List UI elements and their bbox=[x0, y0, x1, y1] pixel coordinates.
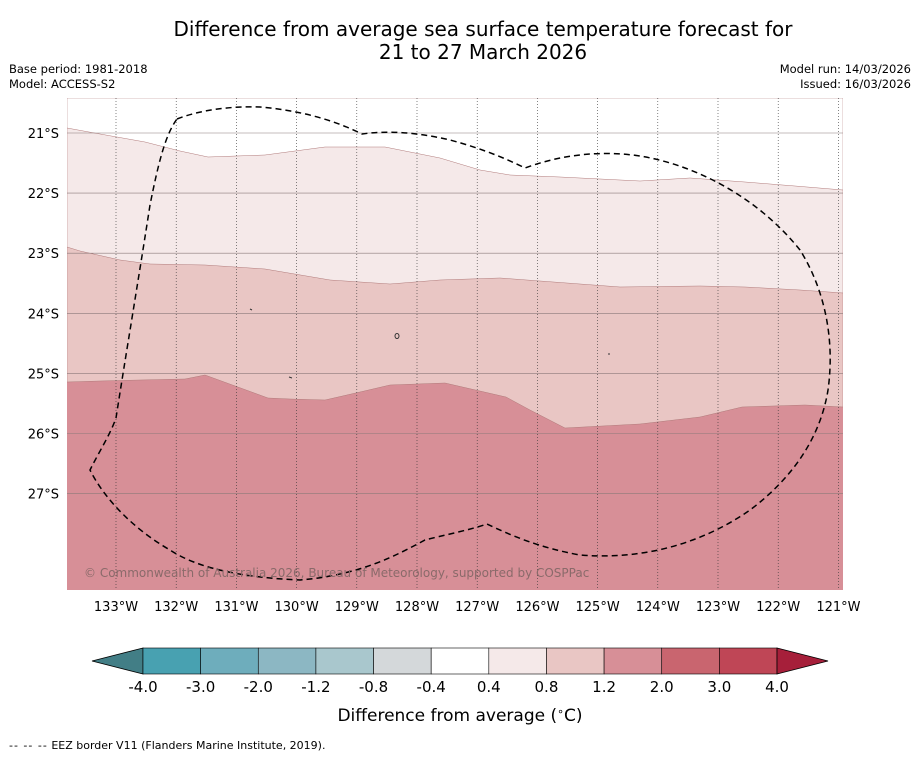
colorbar-tick-label: -2.0 bbox=[244, 678, 273, 696]
contour-speck bbox=[394, 333, 400, 339]
meta-left: Base period: 1981-2018 Model: ACCESS-S2 bbox=[9, 62, 148, 92]
chart-title: Difference from average sea surface temp… bbox=[0, 18, 919, 64]
x-tick-label: 128°W bbox=[395, 600, 439, 615]
title-line-2: 21 to 27 March 2026 bbox=[378, 40, 588, 64]
colorbar-over-arrow bbox=[776, 647, 829, 675]
colorbar-segment bbox=[257, 647, 317, 675]
x-tick-label: 122°W bbox=[756, 600, 800, 615]
gridlines bbox=[67, 98, 843, 590]
colorbar-tick-label: 4.0 bbox=[765, 678, 789, 696]
colorbar-tick-label: -0.8 bbox=[359, 678, 388, 696]
colorbar-segment bbox=[488, 647, 547, 675]
footer-text: EEZ border V11 (Flanders Marine Institut… bbox=[51, 739, 326, 752]
x-tick-label: 123°W bbox=[696, 600, 740, 615]
x-axis-ticks: 133°W 132°W 131°W 130°W 129°W 128°W 127°W 126°W… bbox=[94, 600, 861, 615]
colorbar-under-arrow bbox=[91, 647, 144, 675]
y-tick-label: 27°S bbox=[28, 488, 59, 503]
contour-speck bbox=[249, 308, 253, 311]
colorbar-segment bbox=[315, 647, 374, 675]
x-tick-label: 131°W bbox=[214, 600, 258, 615]
x-tick-label: 125°W bbox=[576, 600, 620, 615]
x-tick-label: 133°W bbox=[94, 600, 138, 615]
y-tick-label: 22°S bbox=[28, 187, 59, 202]
x-tick-label: 129°W bbox=[335, 600, 379, 615]
colorbar-tick-label: 3.0 bbox=[707, 678, 731, 696]
model-name: Model: ACCESS-S2 bbox=[9, 77, 116, 91]
y-tick-label: 26°S bbox=[28, 428, 59, 443]
issued-date: Issued: 16/03/2026 bbox=[800, 77, 911, 91]
x-tick-label: 132°W bbox=[154, 600, 198, 615]
colorbar-segment bbox=[546, 647, 605, 675]
colorbar-tick-label: 2.0 bbox=[650, 678, 674, 696]
colorbar-tick-label: -1.2 bbox=[301, 678, 330, 696]
y-axis-ticks: 21°S 22°S 23°S 24°S 25°S 26°S 27°S bbox=[28, 127, 59, 503]
colorbar-segment bbox=[200, 647, 259, 675]
base-period: Base period: 1981-2018 bbox=[9, 62, 148, 76]
colorbar-segment bbox=[603, 647, 663, 675]
colorbar-tick-label: -3.0 bbox=[186, 678, 215, 696]
copyright-notice: © Commonwealth of Australia 2026, Bureau… bbox=[84, 566, 589, 580]
eez-border bbox=[89, 106, 831, 581]
footer-dash: -- -- -- bbox=[9, 739, 48, 752]
colorbar-tick-label: 0.8 bbox=[535, 678, 559, 696]
title-line-1: Difference from average sea surface temp… bbox=[173, 17, 793, 41]
y-tick-label: 24°S bbox=[28, 307, 59, 322]
colorbar: -4.0 -3.0 -2.0 -1.2 -0.8 -0.4 0.4 0.8 1.2 2.0 3.0 4… bbox=[91, 647, 829, 696]
contour-speck bbox=[288, 376, 293, 379]
x-tick-label: 126°W bbox=[515, 600, 559, 615]
y-tick-label: 21°S bbox=[28, 127, 59, 142]
colorbar-segment bbox=[373, 647, 432, 675]
band-neutral bbox=[67, 98, 843, 191]
x-tick-label: 124°W bbox=[636, 600, 680, 615]
footer-note: -- -- -- EEZ border V11 (Flanders Marine… bbox=[9, 739, 325, 752]
colorbar-segment bbox=[142, 647, 201, 675]
x-tick-label: 121°W bbox=[816, 600, 860, 615]
model-run: Model run: 14/03/2026 bbox=[779, 62, 911, 76]
colorbar-segment bbox=[719, 647, 778, 675]
colorbar-label: Difference from average (∘C) bbox=[337, 705, 582, 726]
colorbar-tick-label: 1.2 bbox=[592, 678, 616, 696]
x-tick-label: 127°W bbox=[455, 600, 499, 615]
y-tick-label: 25°S bbox=[28, 367, 59, 382]
meta-right: Model run: 14/03/2026 Issued: 16/03/2026 bbox=[780, 62, 911, 92]
colorbar-tick-label: -0.4 bbox=[417, 678, 446, 696]
colorbar-segment bbox=[661, 647, 720, 675]
colorbar-tick-label: -4.0 bbox=[128, 678, 157, 696]
colorbar-segment bbox=[430, 647, 490, 675]
colorbar-tick-label: 0.4 bbox=[477, 678, 501, 696]
x-tick-label: 130°W bbox=[275, 600, 319, 615]
y-tick-label: 23°S bbox=[28, 247, 59, 262]
